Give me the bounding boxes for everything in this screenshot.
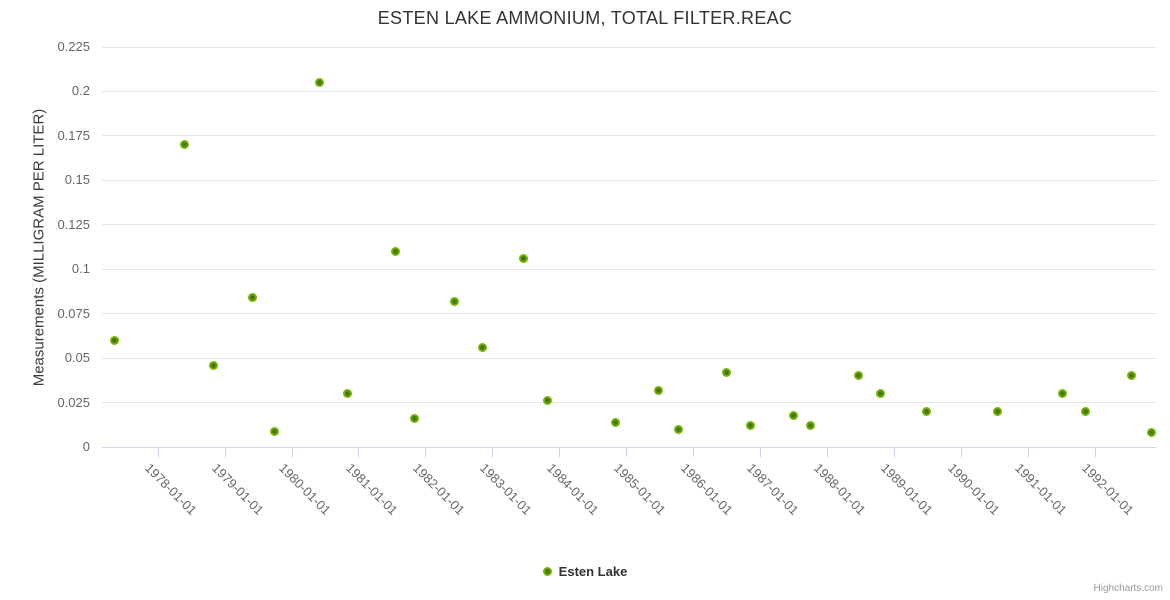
y-axis-tick-label: 0.175 [57, 127, 90, 143]
x-axis-tick [492, 447, 494, 457]
x-axis-tick-label: 1992-01-01 [1079, 460, 1137, 518]
x-axis-tick-label: 1988-01-01 [811, 460, 870, 518]
data-point[interactable] [208, 360, 218, 370]
y-gridline [102, 179, 1156, 181]
chart-title: ESTEN LAKE AMMONIUM, TOTAL FILTER.REAC [377, 8, 793, 28]
data-point[interactable] [875, 389, 885, 399]
y-gridline [102, 402, 1156, 404]
x-axis-tick-label: 1991-01-01 [1012, 460, 1070, 518]
y-axis-tick-label: 0.125 [57, 216, 90, 232]
data-point[interactable] [391, 246, 401, 256]
y-gridline [102, 135, 1156, 137]
x-axis-tick [960, 447, 962, 457]
y-axis-tick-label: 0 [82, 439, 90, 454]
y-axis-tick-label: 0.1 [71, 261, 90, 277]
data-point[interactable] [179, 140, 189, 150]
x-axis-tick [291, 447, 293, 457]
x-axis-tick-label: 1987-01-01 [744, 460, 803, 518]
legend-marker-icon [542, 566, 552, 576]
y-gridline [102, 46, 1156, 48]
data-point[interactable] [343, 389, 353, 399]
data-point[interactable] [248, 293, 258, 303]
highcharts-credit-link[interactable]: Highcharts.com [1093, 583, 1163, 594]
data-point[interactable] [788, 410, 798, 420]
data-point[interactable] [519, 254, 529, 264]
data-point[interactable] [721, 367, 731, 377]
y-gridline [102, 268, 1156, 270]
x-axis-tick [559, 447, 561, 457]
data-point[interactable] [270, 426, 280, 436]
data-point[interactable] [1080, 406, 1090, 416]
x-axis-tick-label: 1990-01-01 [945, 460, 1003, 518]
y-axis-tick-label: 0.2 [71, 83, 90, 99]
y-gridline [102, 224, 1156, 226]
data-point[interactable] [674, 424, 684, 434]
x-axis-tick [1094, 447, 1096, 457]
data-point[interactable] [450, 296, 460, 306]
legend-item-esten-lake[interactable]: Esten Lake [542, 563, 628, 579]
x-axis-tick-label: 1980-01-01 [276, 460, 334, 518]
x-axis-tick [826, 447, 828, 457]
data-point[interactable] [314, 78, 324, 88]
x-axis-tick [358, 447, 360, 457]
data-point[interactable] [611, 417, 621, 427]
y-gridline [102, 313, 1156, 315]
data-point[interactable] [1126, 371, 1136, 381]
y-axis-tick-label: 0.025 [57, 394, 90, 410]
data-point[interactable] [853, 371, 863, 381]
y-axis-tick-label: 0.15 [64, 172, 90, 188]
y-gridline [102, 90, 1156, 92]
x-axis-tick-label: 1989-01-01 [878, 460, 937, 518]
data-point[interactable] [805, 421, 815, 431]
y-gridline [102, 357, 1156, 359]
x-axis-tick [1027, 447, 1029, 457]
legend: Esten Lake [0, 562, 1170, 580]
x-axis-tick [626, 447, 628, 457]
y-axis-tick-label: 0.05 [64, 350, 90, 366]
data-point[interactable] [410, 414, 420, 424]
data-point[interactable] [921, 406, 931, 416]
x-axis-tick-label: 1986-01-01 [677, 460, 736, 518]
y-axis-tick-label: 0.225 [57, 39, 90, 54]
x-axis-tick-label: 1979-01-01 [209, 460, 267, 518]
x-axis-tick [157, 447, 159, 457]
x-axis-tick-label: 1978-01-01 [142, 460, 200, 518]
data-point[interactable] [542, 396, 552, 406]
legend-label: Esten Lake [558, 563, 628, 579]
x-axis-tick [425, 447, 427, 457]
y-axis-tick-label: 0.075 [57, 305, 90, 321]
x-axis-tick-label: 1985-01-01 [610, 460, 669, 518]
x-axis-tick [893, 447, 895, 457]
data-point[interactable] [109, 335, 119, 345]
data-point[interactable] [1146, 428, 1156, 438]
x-axis-tick [693, 447, 695, 457]
x-axis-tick-label: 1981-01-01 [343, 460, 401, 518]
data-point[interactable] [653, 385, 663, 395]
data-point[interactable] [477, 342, 487, 352]
x-axis-tick-label: 1984-01-01 [543, 460, 602, 518]
x-axis-line [102, 446, 1156, 448]
data-point[interactable] [745, 421, 755, 431]
data-point[interactable] [1058, 389, 1068, 399]
x-axis-tick [759, 447, 761, 457]
x-axis-tick [224, 447, 226, 457]
x-axis-tick-label: 1982-01-01 [409, 460, 468, 518]
x-axis-tick-label: 1983-01-01 [476, 460, 535, 518]
data-point[interactable] [992, 406, 1002, 416]
